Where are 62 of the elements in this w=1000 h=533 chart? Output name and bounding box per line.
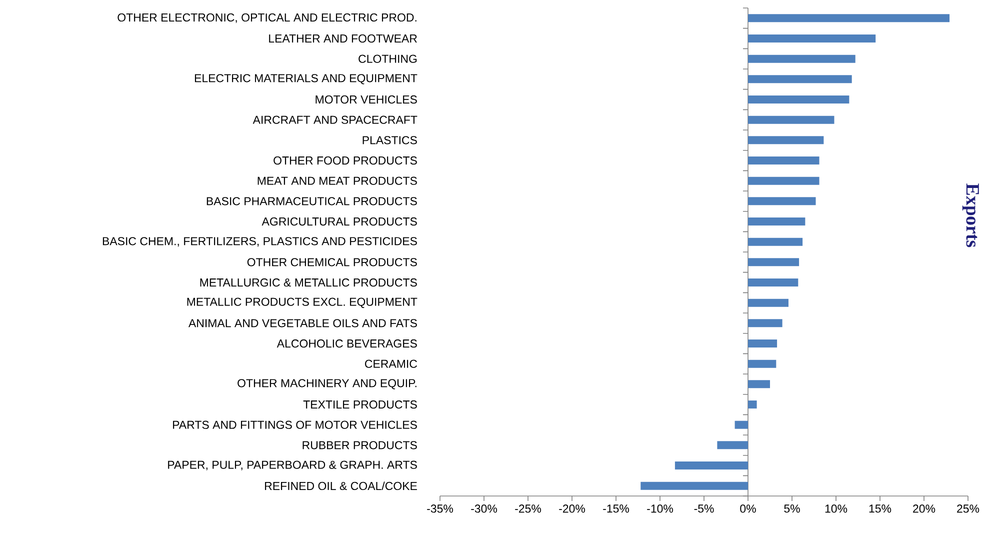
bar (748, 54, 856, 63)
x-tick-label: -10% (647, 504, 674, 513)
y-tick-label: AGRICULTURAL PRODUCTS (262, 217, 417, 226)
bar (748, 75, 852, 84)
y-tick-label: OTHER ELECTRONIC, OPTICAL AND ELECTRIC PROD. (118, 13, 416, 23)
y-tick-label: BASIC PHARMACEUTICAL PRODUCTS (206, 197, 417, 206)
bar (748, 197, 816, 206)
bar (748, 218, 806, 226)
bar (748, 298, 788, 307)
x-tick-label: -5% (694, 504, 714, 513)
bar (748, 176, 820, 185)
y-tick-label: CLOTHING (358, 54, 417, 63)
x-tick-label: 25% (957, 504, 980, 513)
y-tick-label: MOTOR VEHICLES (316, 95, 417, 104)
y-tick-label: OTHER CHEMICAL PRODUCTS (247, 258, 417, 266)
y-tick-label: ELECTRIC MATERIALS AND EQUIPMENT (194, 74, 418, 84)
bar (748, 238, 803, 246)
x-tick-label: -15% (603, 504, 630, 513)
y-tick-label: METALLURGIC & METALLIC PRODUCTS (200, 278, 417, 287)
y-tick-label: AIRCRAFT AND SPACECRAFT (252, 116, 418, 124)
y-tick-label: OTHER FOOD PRODUCTS (274, 156, 417, 165)
bar (748, 360, 776, 368)
x-tick-label: -30% (471, 504, 498, 513)
bar (748, 34, 876, 42)
y-tick-label: PARTS AND FITTINGS OF MOTOR VEHICLES (173, 420, 417, 429)
bar (717, 441, 748, 450)
y-tick-label: REFINED OIL & COAL/COKE (265, 482, 417, 490)
x-tick-label: -25% (515, 504, 542, 513)
y-tick-label: BASIC CHEM., FERTILIZERS, PLASTICS AND PESTICIDES (102, 237, 417, 247)
bar (748, 116, 834, 124)
y-tick-label: ANIMAL AND VEGETABLE OILS AND FATS (188, 319, 417, 328)
y-tick-label: ALCOHOLIC BEVERAGES (276, 339, 417, 348)
x-tick-label: 10% (825, 504, 848, 513)
bar (748, 136, 824, 144)
y-tick-label: METALLIC PRODUCTS EXCL. EQUIPMENT (187, 298, 418, 308)
bar (748, 258, 800, 266)
bar (734, 420, 748, 429)
bar (640, 482, 748, 490)
bar (748, 278, 798, 287)
y-tick-label: OTHER MACHINERY AND EQUIP. (238, 379, 416, 390)
text: Exports (962, 184, 979, 248)
bar (748, 340, 778, 348)
bar (748, 400, 757, 409)
y-tick-label: PLASTICS (362, 136, 417, 144)
x-tick-label: 15% (869, 504, 892, 513)
y-tick-label: CERAMIC (365, 360, 418, 368)
bar (674, 462, 748, 470)
y-tick-label: PAPER, PULP, PAPERBOARD & GRAPH. ARTS (168, 460, 417, 470)
bar (748, 380, 770, 388)
y-tick-label: TEXTILE PRODUCTS (303, 400, 417, 409)
x-tick-label: -20% (559, 504, 586, 513)
bar (748, 156, 820, 165)
y-tick-label: RUBBER PRODUCTS (302, 441, 417, 450)
bar (748, 14, 950, 22)
x-tick-label: -35% (427, 504, 454, 513)
bar (748, 319, 782, 328)
y-tick-label: MEAT AND MEAT PRODUCTS (258, 176, 417, 185)
y-tick-label: LEATHER AND FOOTWEAR (269, 34, 417, 43)
bar (748, 96, 850, 104)
x-tick-label: 5% (784, 504, 800, 513)
x-tick-label: 0% (740, 504, 756, 513)
x-tick-label: 20% (913, 504, 936, 513)
